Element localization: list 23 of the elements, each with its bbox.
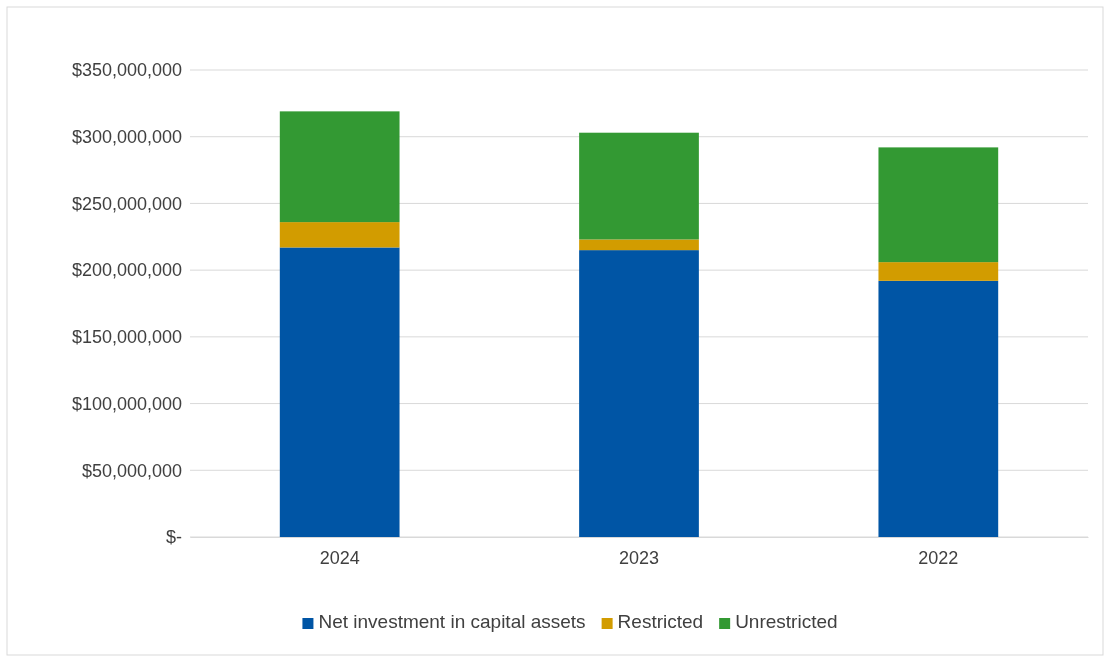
y-tick-label: $150,000,000 — [71, 327, 182, 348]
bar — [279, 222, 400, 248]
y-tick-label: $350,000,000 — [71, 60, 182, 81]
bar — [579, 132, 699, 240]
x-tick-label: 2022 — [918, 547, 959, 568]
legend-label: Net investment in capital assets — [318, 611, 586, 632]
y-tick-label: $50,000,000 — [81, 460, 182, 481]
y-tick-label: $- — [165, 527, 182, 548]
bar — [878, 262, 999, 281]
legend-label: Unrestricted — [735, 611, 838, 632]
y-tick-label: $250,000,000 — [71, 193, 182, 214]
legend-label: Restricted — [617, 611, 704, 632]
bar — [579, 250, 699, 537]
bar — [878, 280, 999, 537]
x-tick-label: 2024 — [319, 547, 360, 568]
bar — [878, 147, 999, 263]
y-tick-label: $100,000,000 — [71, 393, 182, 414]
bar — [579, 239, 699, 251]
y-tick-label: $200,000,000 — [71, 260, 182, 281]
bar — [279, 111, 400, 223]
y-tick-label: $300,000,000 — [71, 126, 182, 147]
bar — [279, 247, 400, 537]
x-tick-label: 2023 — [618, 547, 660, 568]
